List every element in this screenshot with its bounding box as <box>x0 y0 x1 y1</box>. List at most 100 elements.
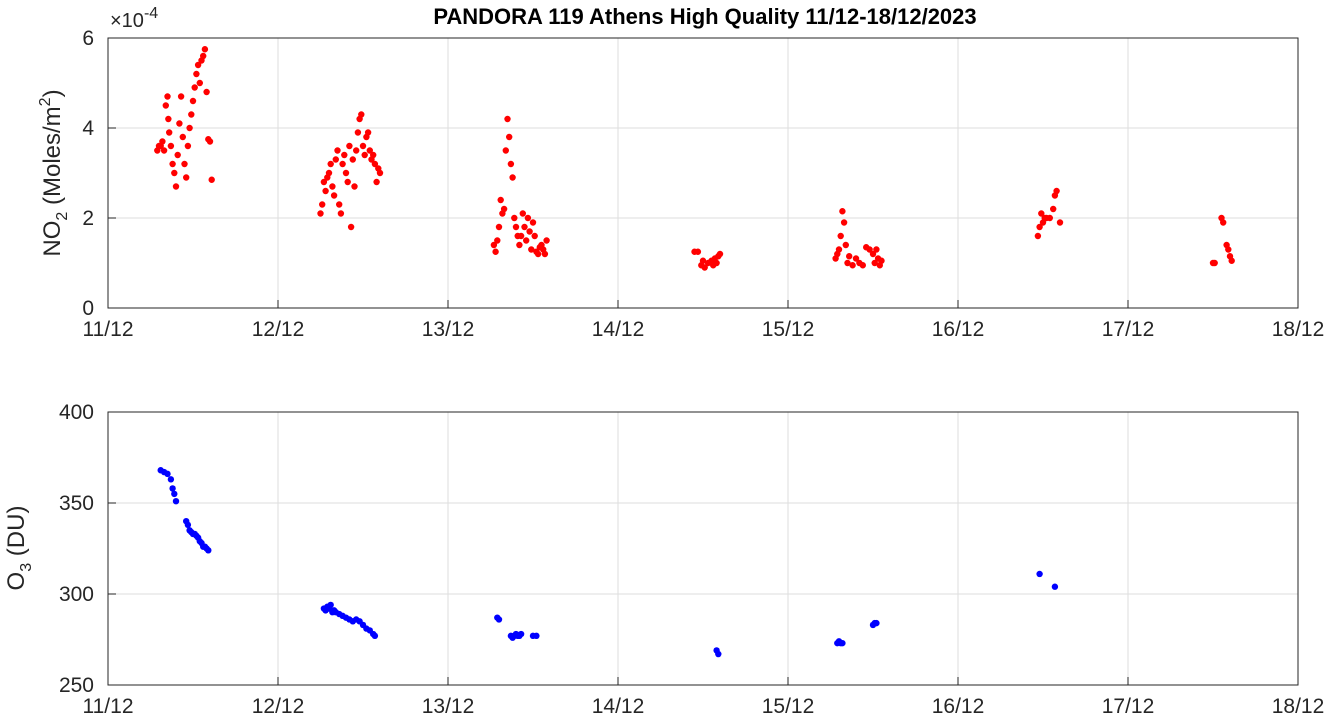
no2-point <box>169 160 176 168</box>
no2-point <box>353 147 360 154</box>
no2-x-tick-labels: 11/12 12/12 13/12 14/12 15/12 16/12 17/12 18/12 <box>83 318 1325 341</box>
no2-point <box>1211 259 1218 267</box>
no2-x-tick-label: 12/12 <box>252 318 305 341</box>
no2-point <box>524 214 532 222</box>
o3-data-points <box>157 467 1059 658</box>
no2-point <box>694 248 702 255</box>
no2-point <box>322 187 329 195</box>
no2-point <box>206 138 214 145</box>
o3-y-tick-label: 400 <box>59 401 94 424</box>
no2-point <box>846 253 853 260</box>
no2-point <box>1034 232 1042 240</box>
o3-y-axis-label: O3 (DU) <box>3 506 35 591</box>
no2-point <box>529 219 537 226</box>
no2-point <box>339 160 346 168</box>
o3-x-tick-label: 18/12 <box>1272 695 1325 718</box>
no2-y-tick-label: 6 <box>82 27 94 50</box>
no2-ylabel-main: NO <box>39 221 66 257</box>
no2-point <box>837 232 844 240</box>
o3-point <box>169 485 176 492</box>
o3-point <box>184 521 192 529</box>
no2-point <box>1228 257 1235 264</box>
no2-y-exponent: ×10-4 <box>110 5 158 32</box>
o3-y-tick-label: 250 <box>59 674 94 697</box>
no2-point <box>541 250 549 258</box>
no2-point <box>174 151 181 159</box>
no2-x-tick-label: 17/12 <box>1102 318 1155 341</box>
no2-point <box>1050 205 1057 213</box>
no2-point <box>171 169 178 177</box>
no2-point <box>201 46 209 53</box>
no2-point <box>359 142 367 150</box>
no2-point <box>370 151 377 159</box>
o3-ylabel-sub: 3 <box>18 563 35 572</box>
no2-point <box>869 250 877 258</box>
no2-point <box>354 129 362 136</box>
no2-point <box>716 250 724 258</box>
no2-point <box>511 214 518 222</box>
no2-x-tick-label: 13/12 <box>422 318 475 341</box>
no2-point <box>504 115 511 123</box>
o3-x-tick-label: 17/12 <box>1102 695 1155 718</box>
no2-point <box>191 84 198 91</box>
o3-point <box>715 650 722 658</box>
no2-point <box>871 259 878 267</box>
no2-point <box>500 205 508 213</box>
no2-point <box>177 93 185 100</box>
no2-axes-box <box>107 37 1299 309</box>
no2-x-tick-label: 15/12 <box>762 318 815 341</box>
o3-point <box>205 547 212 554</box>
no2-point <box>1056 219 1064 226</box>
no2-point <box>497 196 504 204</box>
no2-point <box>713 259 720 267</box>
no2-x-tick-label: 18/12 <box>1272 318 1325 341</box>
no2-point <box>371 160 379 168</box>
no2-point <box>203 88 210 96</box>
o3-panel: 11/12 12/12 13/12 14/12 15/12 16/12 17/12 18/12… <box>3 401 1324 718</box>
no2-point <box>509 174 516 181</box>
no2-point <box>1046 214 1054 222</box>
o3-x-tick-labels: 11/12 12/12 13/12 14/12 15/12 16/12 17/12 18/12 <box>83 695 1325 718</box>
o3-point <box>164 470 171 478</box>
no2-y-tick-label: 2 <box>82 207 94 230</box>
o3-x-tick-label: 12/12 <box>252 695 305 718</box>
no2-point <box>490 241 498 249</box>
no2-point <box>534 250 542 258</box>
no2-point <box>347 223 355 231</box>
no2-point <box>358 111 365 118</box>
o3-point <box>327 601 334 609</box>
no2-point <box>332 156 339 163</box>
no2-point <box>186 124 193 132</box>
no2-x-tick-label: 16/12 <box>932 318 985 341</box>
no2-point <box>495 223 503 231</box>
no2-point <box>167 142 175 150</box>
no2-point <box>351 183 358 190</box>
no2-point <box>341 151 348 159</box>
no2-point <box>519 210 526 217</box>
o3-point <box>839 639 846 647</box>
no2-point <box>162 102 169 109</box>
no2-point <box>176 120 183 127</box>
no2-x-tick-label: 14/12 <box>592 318 645 341</box>
no2-point <box>164 93 171 100</box>
no2-point <box>188 111 195 118</box>
no2-point <box>1038 210 1045 217</box>
no2-point <box>531 232 538 240</box>
no2-y-axis-label: NO2 (Moles/m2) <box>37 89 71 256</box>
no2-point <box>373 178 380 186</box>
no2-point <box>337 210 345 217</box>
no2-point <box>319 201 326 208</box>
no2-point <box>1053 187 1060 195</box>
no2-point <box>873 246 880 253</box>
o3-point <box>167 476 175 483</box>
no2-point <box>521 223 528 231</box>
no2-y-exponent-power: -4 <box>144 5 158 22</box>
no2-data-points <box>154 46 1235 271</box>
no2-ylabel-sub: 2 <box>54 212 71 221</box>
no2-point <box>839 208 846 215</box>
no2-point <box>320 178 328 186</box>
no2-y-exponent-base: ×10 <box>110 10 144 32</box>
no2-point <box>506 133 513 141</box>
no2-point <box>325 169 333 177</box>
